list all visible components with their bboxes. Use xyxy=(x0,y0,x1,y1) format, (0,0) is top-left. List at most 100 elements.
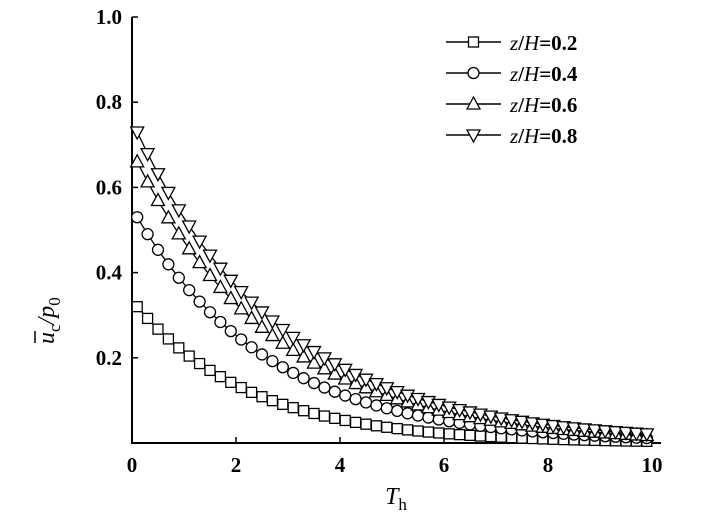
data-point xyxy=(452,403,468,418)
data-point xyxy=(464,429,476,441)
data-point xyxy=(349,416,362,429)
data-point xyxy=(223,274,239,289)
data-point xyxy=(472,408,488,423)
data-point xyxy=(360,418,372,430)
data-point xyxy=(245,386,258,398)
data-point xyxy=(235,381,247,394)
y-tick-label: 0.8 xyxy=(96,90,122,114)
data-point xyxy=(639,428,655,443)
data-point xyxy=(140,147,156,162)
data-point xyxy=(308,407,320,420)
data-point xyxy=(339,389,352,402)
legend-label: z/H=0.8 xyxy=(509,124,577,148)
data-point xyxy=(306,354,322,369)
data-point xyxy=(453,428,466,441)
data-point xyxy=(225,376,237,389)
data-point xyxy=(172,271,185,284)
data-point xyxy=(329,412,341,424)
legend-marker xyxy=(467,36,480,48)
data-point xyxy=(264,327,280,342)
x-tick-label: 8 xyxy=(543,453,554,477)
data-point xyxy=(255,348,269,361)
data-point xyxy=(318,381,331,394)
data-point xyxy=(443,428,455,440)
data-point xyxy=(131,211,144,224)
data-point xyxy=(214,370,227,383)
data-point xyxy=(514,415,530,430)
data-point xyxy=(474,430,487,442)
data-point xyxy=(431,398,447,413)
legend-entry: z/H=0.8 xyxy=(446,124,577,148)
data-point xyxy=(212,279,228,294)
data-point xyxy=(233,285,249,300)
data-point xyxy=(587,424,603,439)
data-point xyxy=(504,414,520,429)
data-point xyxy=(202,249,218,264)
data-point xyxy=(379,382,395,397)
data-point xyxy=(358,373,374,388)
data-point xyxy=(275,323,291,338)
data-point xyxy=(181,220,197,235)
data-point xyxy=(462,406,478,421)
data-point xyxy=(337,363,353,378)
data-point xyxy=(233,300,249,315)
data-point xyxy=(441,401,457,416)
data-point xyxy=(339,414,351,427)
data-point xyxy=(224,324,237,338)
data-point xyxy=(171,204,187,219)
data-point xyxy=(556,421,572,436)
data-point xyxy=(152,323,164,335)
data-point xyxy=(212,262,228,277)
data-point xyxy=(296,339,312,354)
x-tick-label: 10 xyxy=(642,453,663,477)
data-point xyxy=(266,395,279,407)
x-tick-label: 2 xyxy=(231,453,242,477)
data-point xyxy=(285,341,301,356)
data-point xyxy=(316,360,332,375)
data-point xyxy=(628,427,644,442)
data-point xyxy=(129,153,145,168)
legend-marker xyxy=(465,95,482,110)
data-point xyxy=(297,372,310,385)
data-point xyxy=(391,422,403,435)
data-point xyxy=(493,412,509,427)
data-point xyxy=(131,301,143,313)
series-triangle-down xyxy=(129,126,655,443)
data-point xyxy=(223,290,239,305)
data-point xyxy=(140,173,156,188)
data-point xyxy=(235,333,248,346)
data-point xyxy=(162,333,175,345)
legend-entry: z/H=0.6 xyxy=(446,93,577,117)
data-point xyxy=(370,399,383,412)
legend-marker xyxy=(465,129,482,144)
data-point xyxy=(193,295,206,308)
data-point xyxy=(193,357,206,370)
data-point xyxy=(618,426,634,441)
data-point xyxy=(266,354,279,368)
x-tick-label: 4 xyxy=(335,453,346,477)
data-point xyxy=(327,365,343,380)
y-tick-label: 0.6 xyxy=(96,175,122,199)
data-point xyxy=(412,425,424,437)
data-point xyxy=(162,258,175,271)
data-point xyxy=(202,267,218,282)
data-point xyxy=(359,396,373,409)
legend-label: z/H=0.6 xyxy=(509,93,577,117)
legend-label: z/H=0.2 xyxy=(509,31,577,55)
data-point xyxy=(256,391,268,403)
data-point xyxy=(576,423,592,438)
data-point xyxy=(368,377,384,392)
data-point xyxy=(150,168,166,183)
data-point xyxy=(566,422,582,437)
data-point xyxy=(160,186,176,201)
data-point xyxy=(287,366,300,380)
data-point xyxy=(183,350,195,362)
data-point xyxy=(141,228,154,241)
svg-text:uc/p0: uc/p0 xyxy=(34,297,64,344)
legend-label: z/H=0.4 xyxy=(509,62,578,86)
series-triangle-up xyxy=(129,153,655,442)
data-point xyxy=(129,126,145,141)
data-point xyxy=(183,283,196,297)
data-point xyxy=(244,310,260,325)
